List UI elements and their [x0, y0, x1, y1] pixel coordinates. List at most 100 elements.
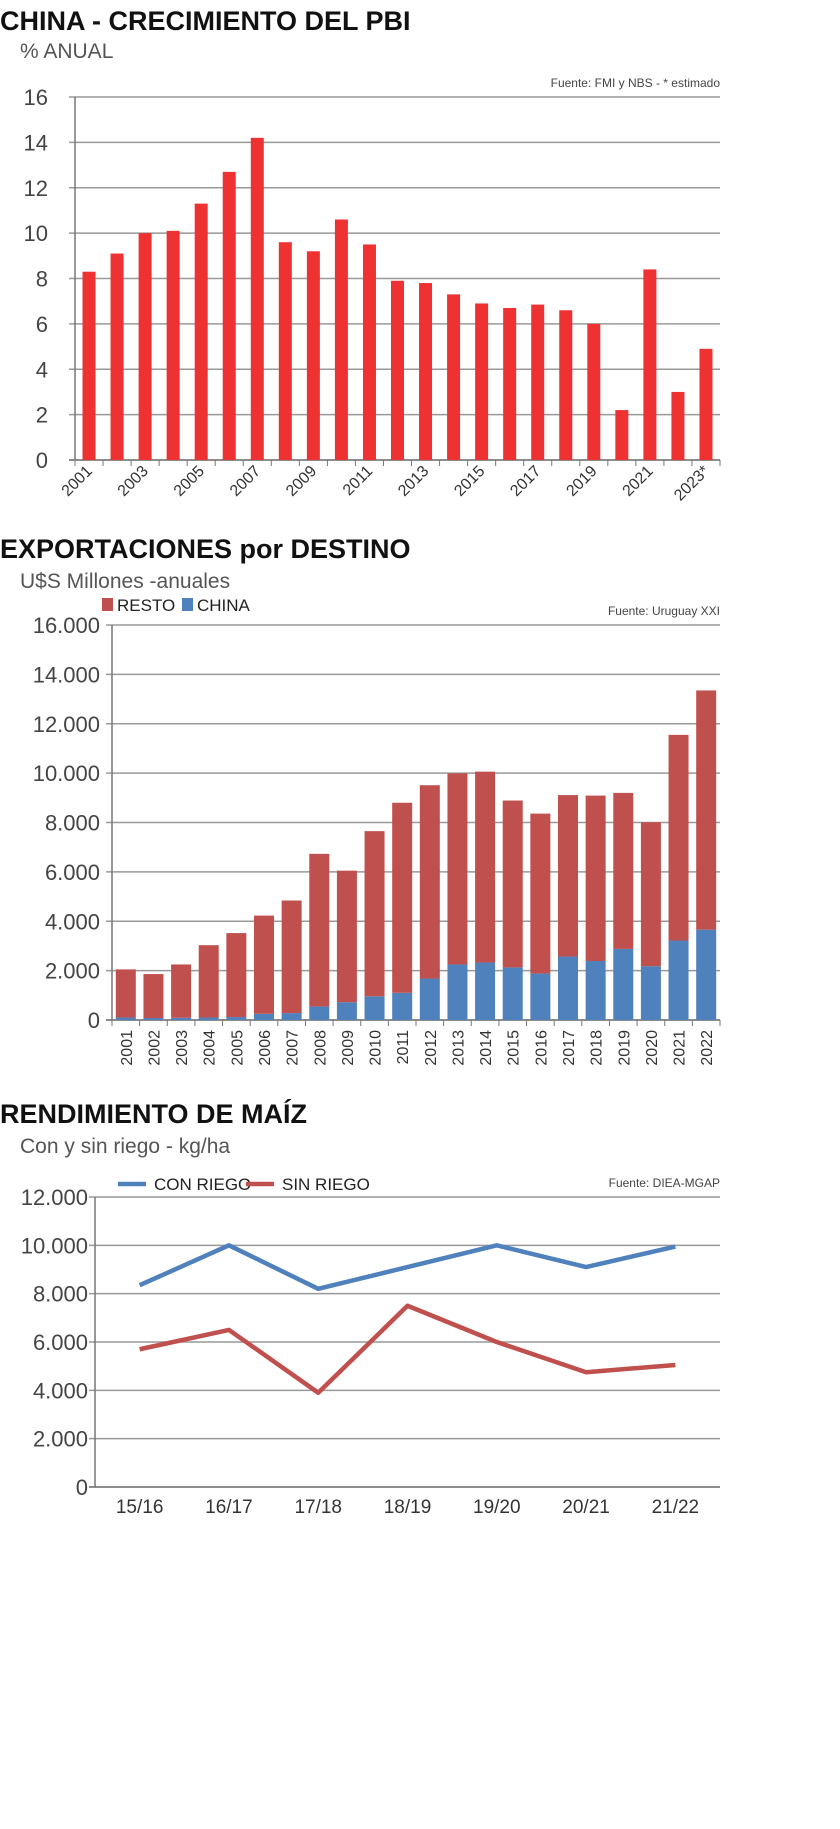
bar-resto-2001: [115, 969, 136, 1018]
y-tick-label: 6: [36, 312, 48, 337]
y-tick-label: 10.000: [21, 1233, 88, 1258]
x-tick-label: 17/18: [294, 1497, 342, 1518]
y-tick-label: 14.000: [33, 662, 100, 687]
bar-2015: [475, 303, 489, 460]
bar-2009: [306, 251, 320, 460]
x-tick-label: 2011: [340, 463, 376, 499]
bar-resto-2013: [447, 773, 468, 965]
x-tick-label: 18/19: [384, 1497, 432, 1518]
bar-2006: [222, 171, 236, 460]
bar-resto-2007: [281, 900, 302, 1014]
bar-resto-2003: [171, 964, 192, 1018]
y-tick-label: 0: [76, 1475, 88, 1500]
legend-swatch: [102, 598, 113, 611]
x-tick-label: 16/17: [205, 1497, 253, 1518]
legend-label: CHINA: [197, 596, 251, 615]
x-tick-label: 2021: [672, 1030, 689, 1066]
bar-2017: [531, 304, 545, 460]
bar-china-2005: [226, 1017, 247, 1020]
bar-china-2011: [392, 992, 413, 1020]
y-tick-label: 12.000: [21, 1185, 88, 1210]
x-tick-label: 2014: [478, 1030, 495, 1066]
bar-2008: [278, 242, 292, 460]
chart-2: EXPORTACIONES por DESTINO U$S Millones -a…: [0, 534, 721, 1066]
bar-2001: [82, 271, 96, 460]
bar-2007: [250, 137, 264, 460]
bar-2011: [362, 244, 376, 460]
y-tick-label: 8: [36, 267, 48, 292]
bar-2019: [587, 323, 601, 460]
bar-china-2003: [171, 1017, 192, 1020]
chart-1: CHINA - CRECIMIENTO DEL PBI % ANUAL Fuente…: [0, 6, 721, 505]
bar-2003: [138, 233, 152, 460]
bar-china-2008: [309, 1006, 330, 1020]
bar-china-2022: [696, 929, 717, 1020]
bar-resto-2017: [558, 795, 578, 957]
bar-2014: [447, 294, 461, 460]
bar-resto-2022: [696, 690, 717, 930]
x-tick-label: 2015: [506, 1030, 523, 1066]
bar-2016: [503, 307, 517, 460]
bar-china-2012: [419, 978, 440, 1020]
y-tick-label: 6.000: [45, 860, 100, 885]
x-tick-label: 2008: [312, 1030, 329, 1066]
bar-china-2004: [198, 1017, 219, 1020]
bar-2013: [419, 283, 433, 460]
bar-china-2007: [281, 1013, 302, 1020]
x-tick-label: 2007: [227, 463, 264, 500]
x-tick-label: 2009: [283, 463, 320, 500]
y-tick-label: 16.000: [33, 613, 100, 638]
bar-2005: [194, 203, 208, 460]
x-tick-label: 2017: [561, 1030, 578, 1066]
bar-china-2001: [115, 1017, 136, 1020]
bar-2020: [615, 410, 629, 460]
bar-resto-2016: [530, 813, 551, 974]
x-tick-label: 2005: [171, 463, 208, 500]
x-tick-label: 2007: [285, 1030, 302, 1066]
y-tick-label: 10.000: [33, 761, 100, 786]
x-tick-label: 2020: [644, 1030, 661, 1066]
x-tick-label: 2006: [257, 1030, 274, 1066]
chart-title: EXPORTACIONES por DESTINO: [0, 534, 411, 564]
y-tick-label: 0: [88, 1008, 100, 1033]
bar-2002: [110, 253, 124, 460]
bar-china-2014: [475, 962, 496, 1020]
bar-china-2021: [668, 940, 689, 1020]
bar-resto-2005: [226, 933, 247, 1018]
x-tick-label: 2001: [59, 463, 96, 500]
x-tick-label: 2005: [229, 1030, 246, 1066]
bar-resto-2015: [502, 800, 523, 968]
x-tick-label: 2021: [620, 463, 657, 500]
x-tick-label: 2016: [533, 1030, 550, 1066]
x-tick-label: 2023*: [671, 463, 713, 505]
legend-label: SIN RIEGO: [282, 1175, 370, 1194]
bar-2023*: [699, 348, 713, 460]
x-tick-label: 2002: [146, 1030, 163, 1066]
bar-2012: [391, 280, 404, 460]
chart-title: RENDIMIENTO DE MAÍZ: [0, 1098, 307, 1129]
bar-china-2013: [447, 964, 468, 1020]
bar-china-2010: [364, 996, 385, 1020]
bar-resto-2006: [254, 915, 274, 1014]
x-tick-label: 2015: [451, 463, 488, 500]
y-tick-label: 2.000: [33, 1427, 88, 1452]
y-tick-label: 16: [24, 85, 48, 110]
bar-china-2006: [254, 1013, 274, 1020]
y-tick-label: 4.000: [45, 909, 100, 934]
y-tick-label: 14: [24, 130, 48, 155]
y-tick-label: 8.000: [45, 811, 100, 836]
bar-resto-2019: [613, 792, 634, 949]
x-tick-label: 21/22: [652, 1497, 700, 1518]
y-tick-label: 4.000: [33, 1378, 88, 1403]
bar-china-2016: [530, 973, 551, 1020]
bar-resto-2011: [392, 802, 413, 993]
bar-resto-2010: [364, 831, 385, 997]
y-tick-label: 8.000: [33, 1282, 88, 1307]
bar-resto-2018: [585, 795, 606, 961]
chart-3: RENDIMIENTO DE MAÍZ Con y sin riego - kg/…: [0, 1098, 720, 1518]
x-tick-label: 2018: [589, 1030, 606, 1066]
bar-resto-2014: [475, 771, 496, 963]
x-tick-label: 20/21: [562, 1497, 610, 1518]
x-tick-label: 15/16: [116, 1497, 164, 1518]
